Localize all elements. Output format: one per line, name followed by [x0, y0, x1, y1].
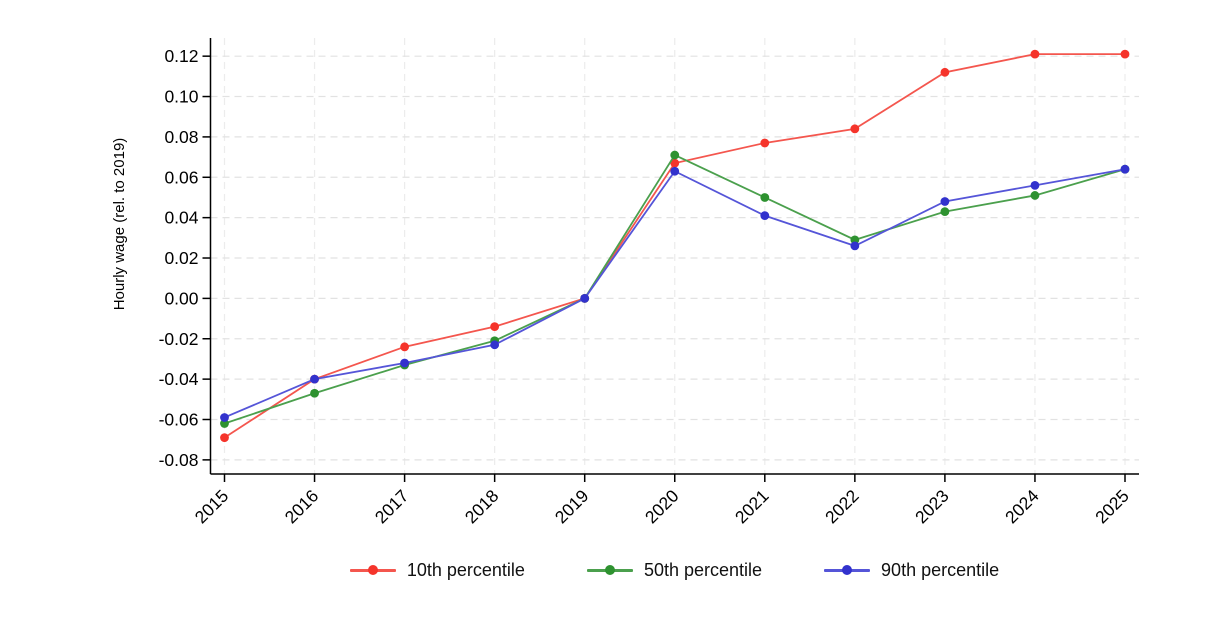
y-tick-label: -0.04 — [159, 369, 199, 389]
data-point — [1120, 164, 1130, 174]
legend-item-10th-percentile: 10th percentile — [349, 560, 525, 580]
data-point — [760, 211, 770, 221]
data-point — [1030, 191, 1040, 200]
data-point — [940, 67, 950, 77]
data-point — [400, 358, 409, 368]
y-tick-label: -0.02 — [159, 329, 199, 349]
y-tick-label: 0.02 — [164, 248, 198, 268]
data-point — [490, 340, 500, 350]
data-point — [940, 207, 950, 216]
data-point — [670, 166, 680, 176]
y-tick-label: 0.08 — [164, 127, 198, 147]
chart-legend: 10th percentile 50th percentile 90th per… — [210, 550, 1139, 590]
x-tick-label: 2020 — [641, 486, 683, 528]
data-point — [1030, 49, 1040, 59]
x-tick-label: 2022 — [821, 486, 863, 528]
data-point — [1030, 180, 1040, 190]
legend-item-50th-percentile: 50th percentile — [586, 560, 763, 580]
x-tick-label: 2018 — [461, 486, 503, 528]
legend-line-dot-icon — [586, 565, 633, 575]
x-tick-label: 2024 — [1001, 486, 1043, 528]
legend-label: 10th percentile — [406, 560, 525, 580]
y-tick-label: 0.12 — [164, 46, 198, 66]
legend-label: 50th percentile — [643, 560, 763, 580]
data-point — [400, 342, 409, 352]
data-point — [490, 322, 500, 332]
data-point — [760, 193, 770, 202]
gridlines — [210, 38, 1139, 474]
x-tick-label: 2021 — [731, 486, 773, 528]
y-tick-label: 0.00 — [164, 288, 198, 308]
data-point — [310, 388, 319, 398]
data-point — [310, 374, 319, 384]
y-tick-label: 0.04 — [164, 208, 198, 228]
x-tick-label: 2017 — [371, 486, 413, 528]
legend-line-dot-icon — [349, 565, 396, 575]
data-point — [220, 419, 229, 428]
legend-label: 90th percentile — [881, 560, 1000, 580]
axes: -0.08 -0.06 -0.04 -0.02 0.00 0.02 0.04 0.06 0.08… — [159, 38, 1139, 527]
data-point — [220, 413, 229, 422]
data-point — [220, 433, 229, 443]
x-tick-label: 2016 — [281, 486, 323, 528]
legend-item-90th-percentile: 90th percentile — [824, 561, 999, 579]
series-90th-percentile — [220, 164, 1130, 422]
y-tick-label: 0.10 — [164, 87, 198, 107]
data-point — [940, 197, 950, 206]
data-point — [670, 150, 680, 160]
x-tick-label: 2023 — [911, 486, 953, 528]
data-point — [850, 124, 860, 134]
y-tick-label: -0.08 — [159, 450, 199, 470]
y-tick-label: 0.06 — [164, 167, 198, 187]
y-axis-title: Hourly wage (rel. to 2019) — [111, 138, 128, 311]
x-tick-label: 2025 — [1091, 486, 1133, 528]
data-point — [1120, 49, 1130, 59]
data-point — [850, 235, 860, 245]
data-point — [670, 158, 680, 168]
legend-line-dot-icon — [824, 565, 871, 575]
data-point — [580, 293, 590, 303]
x-tick-label: 2015 — [191, 486, 233, 528]
data-point — [850, 241, 860, 251]
data-point — [760, 138, 770, 148]
x-tick-label: 2019 — [551, 486, 593, 528]
y-tick-label: -0.06 — [159, 410, 199, 430]
